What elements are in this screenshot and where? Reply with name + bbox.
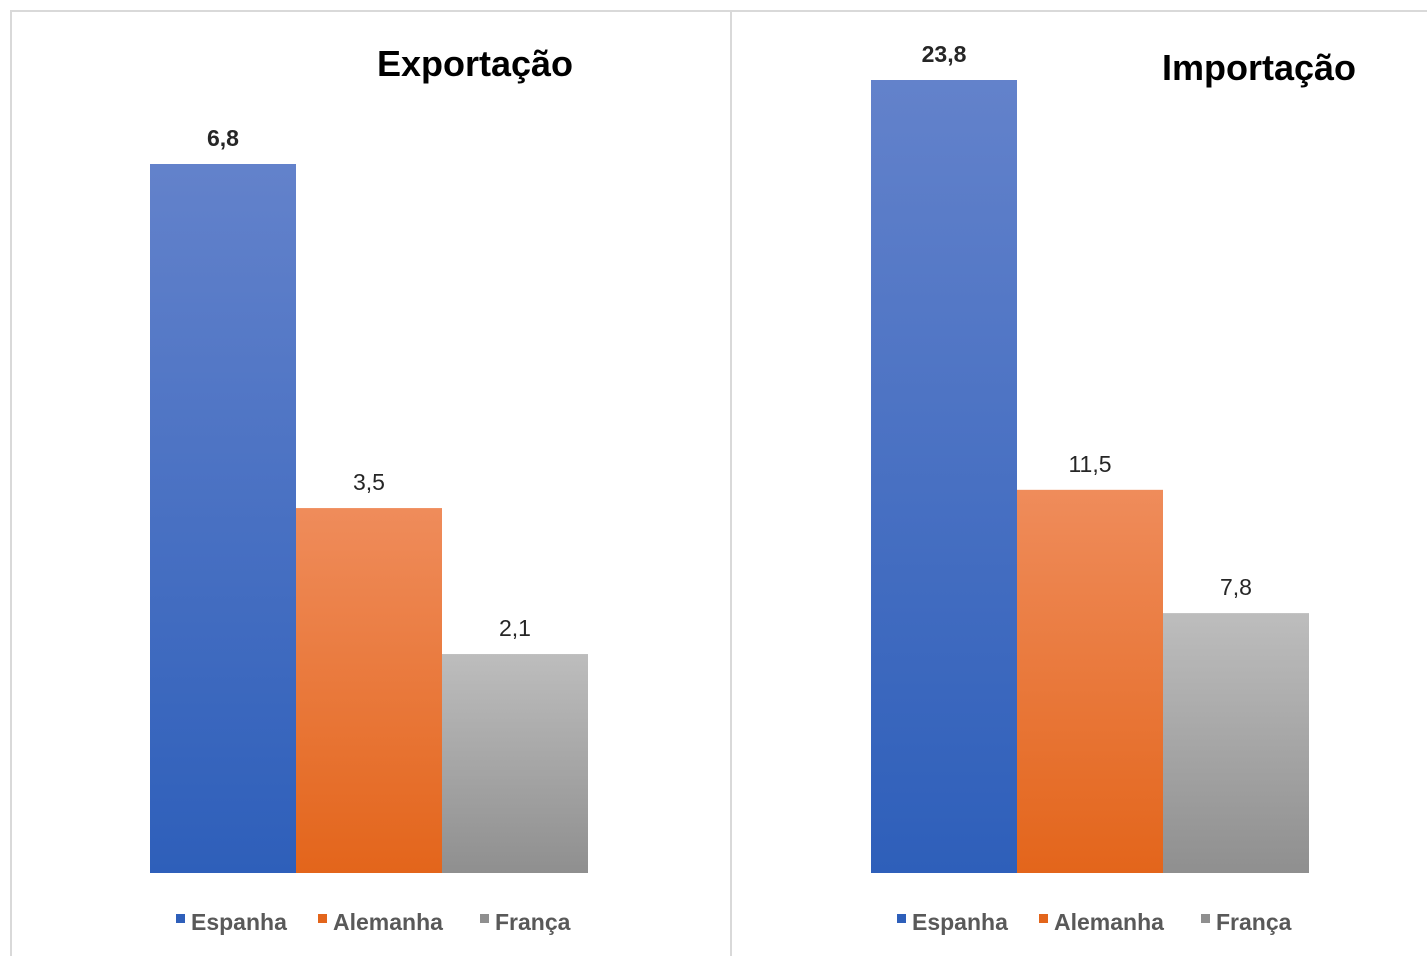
- legend-label-alemanha: Alemanha: [1054, 909, 1164, 935]
- legend: Espanha Alemanha França: [897, 909, 1292, 935]
- legend-label-espanha: Espanha: [912, 909, 1008, 935]
- legend-label-alemanha: Alemanha: [333, 909, 443, 935]
- bar-franca: [442, 654, 588, 873]
- data-label-alemanha: 3,5: [353, 469, 385, 495]
- legend-swatch-espanha: [897, 914, 906, 923]
- legend-swatch-alemanha: [1039, 914, 1048, 923]
- bar-espanha: [871, 80, 1017, 873]
- chart-title: Importação: [1162, 47, 1356, 88]
- data-label-alemanha: 11,5: [1068, 451, 1111, 477]
- bar-franca: [1163, 613, 1309, 873]
- legend-swatch-alemanha: [318, 914, 327, 923]
- data-label-espanha: 6,8: [207, 125, 239, 151]
- legend-swatch-franca: [480, 914, 489, 923]
- chart-exportacao: Exportação 6,8 3,5 2,1 Espanha Alemanha Fran…: [150, 43, 588, 935]
- data-label-franca: 7,8: [1220, 574, 1252, 600]
- legend: Espanha Alemanha França: [176, 909, 571, 935]
- legend-label-franca: França: [495, 909, 571, 935]
- bar-alemanha: [1017, 489, 1163, 873]
- data-label-franca: 2,1: [499, 615, 531, 641]
- bar-alemanha: [296, 508, 442, 873]
- legend-label-espanha: Espanha: [191, 909, 287, 935]
- legend-swatch-franca: [1201, 914, 1210, 923]
- bar-espanha: [150, 164, 296, 873]
- chart-title: Exportação: [377, 43, 573, 84]
- legend-swatch-espanha: [176, 914, 185, 923]
- chart-importacao: Importação 23,8 11,5 7,8 Espanha Alemanha Fr…: [871, 41, 1356, 935]
- legend-label-franca: França: [1216, 909, 1292, 935]
- data-label-espanha: 23,8: [922, 41, 967, 67]
